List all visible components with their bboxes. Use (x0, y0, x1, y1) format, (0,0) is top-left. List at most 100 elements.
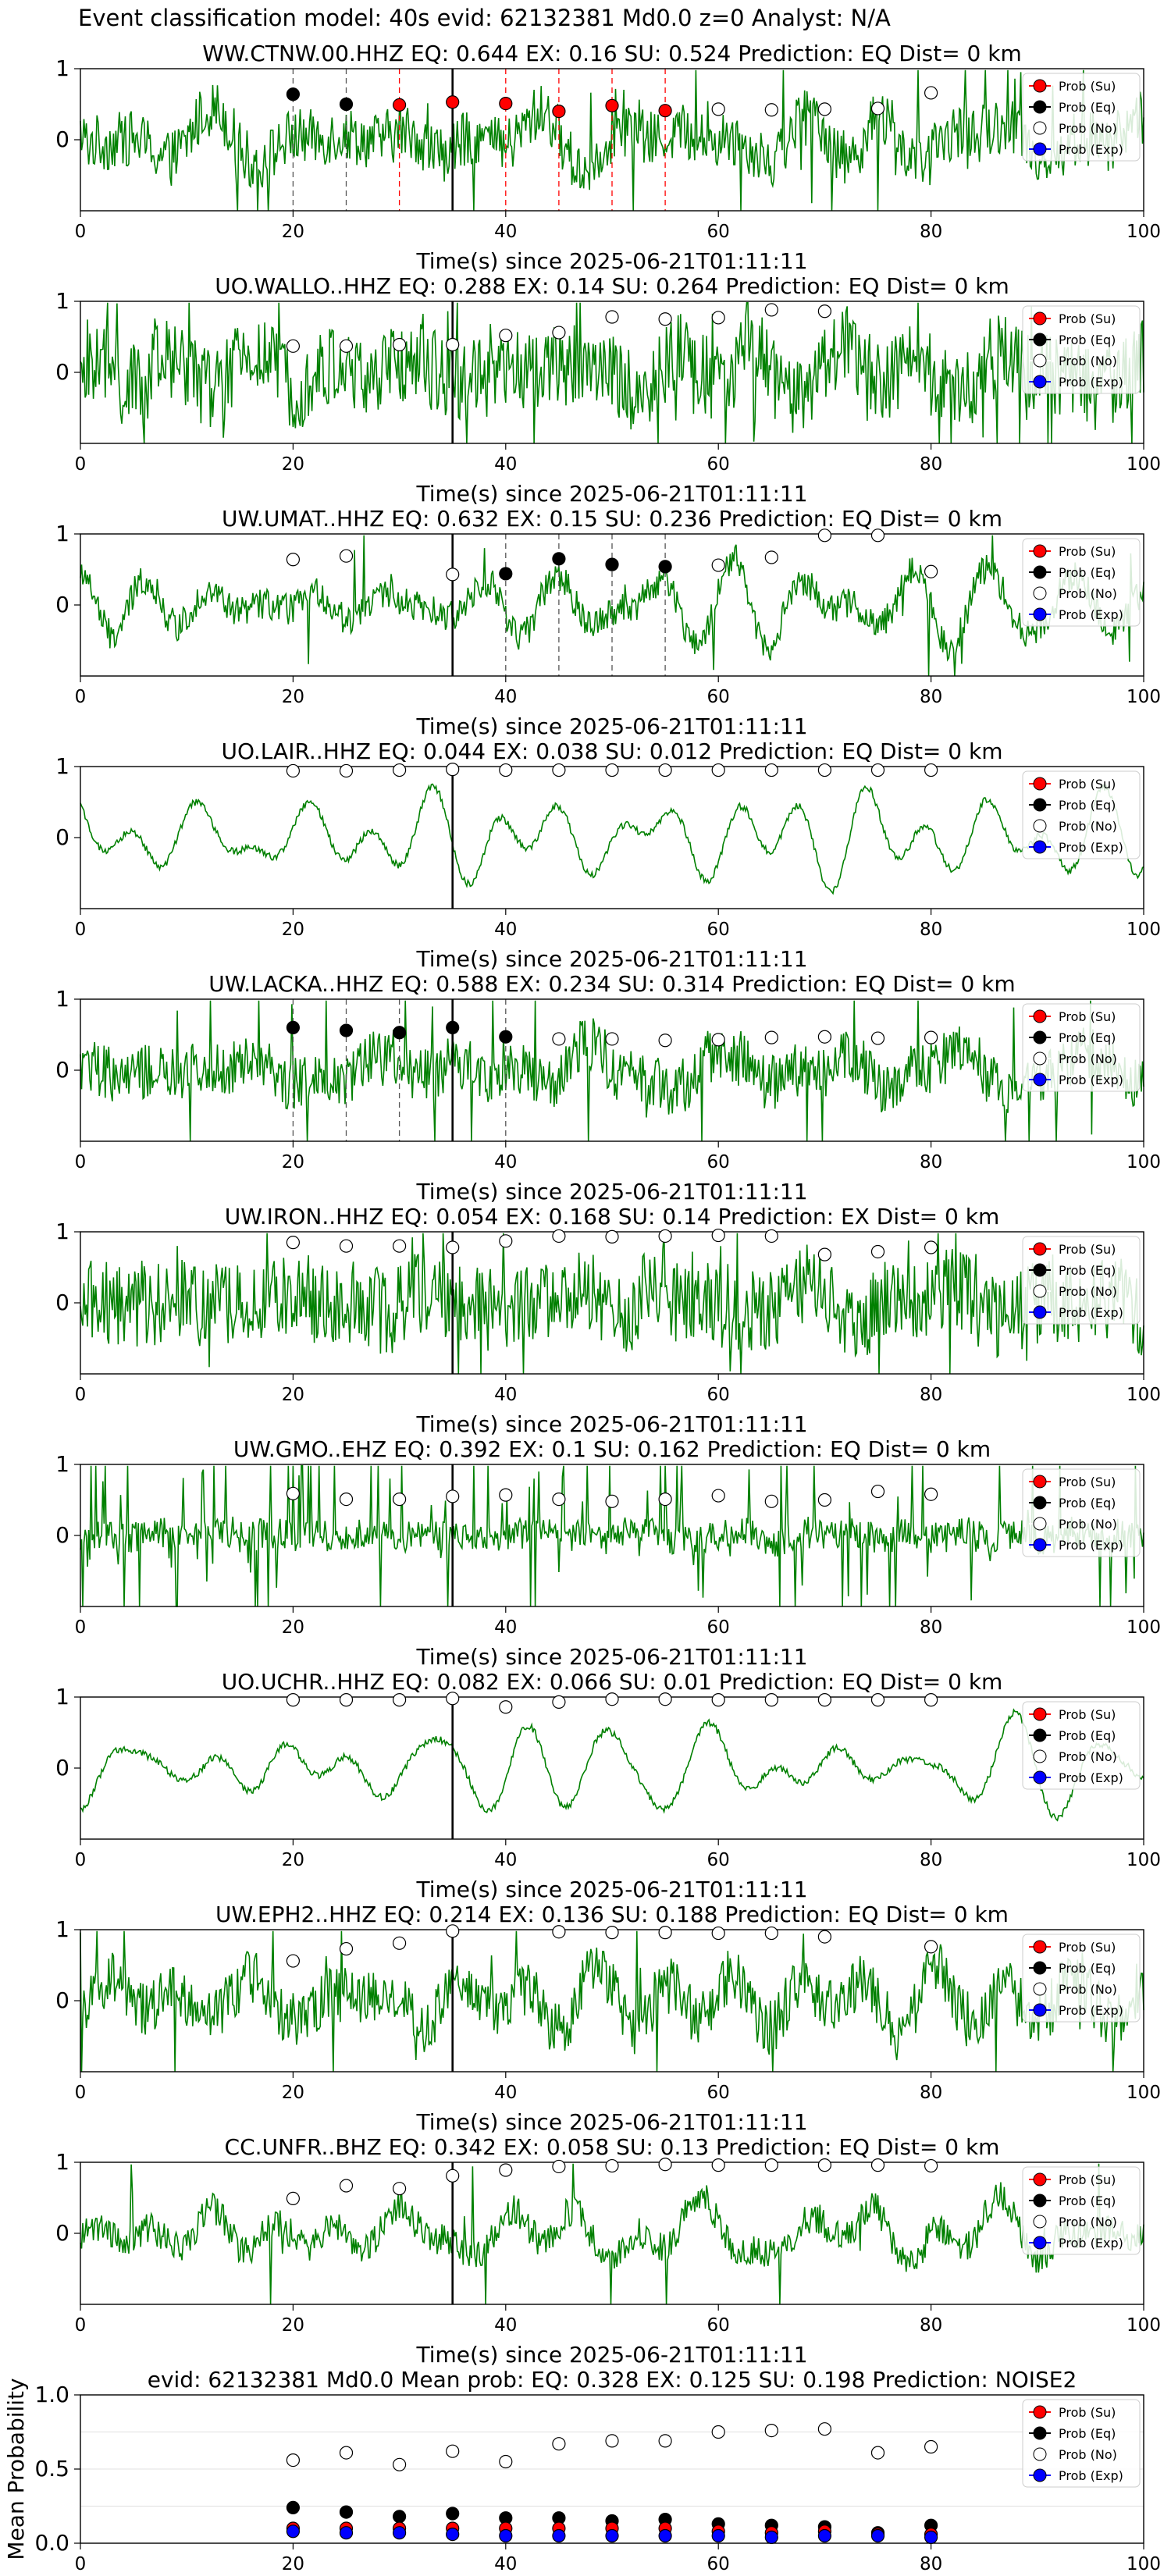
prob-point-eq (339, 1023, 354, 1037)
prob-point-su (658, 104, 672, 118)
legend-box (1022, 770, 1141, 859)
legend-marker (1033, 777, 1047, 791)
y-tick-label: 1 (55, 55, 69, 81)
x-axis-label: Time(s) since 2025-06-21T01:11:11 (415, 1644, 807, 1670)
x-tick-label: 60 (707, 1385, 730, 1405)
y-tick-label: 1 (55, 1451, 69, 1477)
prob-point-no (393, 2182, 407, 2196)
prob-point-no (924, 1940, 938, 1954)
prob-point-no (605, 1692, 619, 1706)
legend-marker (1033, 565, 1047, 579)
x-axis-label: Time(s) since 2025-06-21T01:11:11 (415, 2342, 807, 2368)
x-tick-label: 100 (1127, 2554, 1161, 2574)
subplot-9: CC.UNFR..BHZ EQ: 0.342 EX: 0.058 SU: 0.1… (55, 2134, 1161, 2368)
legend-entry: Prob (Su) (1059, 1940, 1116, 1955)
legend-entry: Prob (Su) (1059, 1707, 1116, 1722)
axes-frame (80, 2161, 1144, 2305)
prob-point-no (658, 1692, 672, 1706)
legend-entry: Prob (No) (1059, 1982, 1117, 1997)
mean-prob-point (552, 2528, 566, 2543)
legend-entry: Prob (Exp) (1059, 1073, 1123, 1087)
legend-marker (1033, 79, 1047, 93)
prob-point-no (393, 1936, 407, 1950)
subplot-2: UW.UMAT..HHZ EQ: 0.632 EX: 0.15 SU: 0.23… (55, 506, 1161, 739)
y-tick-label: 0 (55, 1290, 69, 1315)
legend-marker (1033, 100, 1047, 114)
x-tick-label: 60 (707, 454, 730, 475)
x-tick-label: 80 (920, 920, 942, 940)
x-tick-label: 100 (1127, 1385, 1161, 1405)
mean-prob-point (499, 2528, 513, 2543)
prob-point-no (286, 339, 300, 353)
x-tick-label: 40 (494, 687, 517, 707)
prob-point-no (711, 102, 725, 116)
prob-point-no (552, 1695, 566, 1709)
prob-point-no (870, 1031, 885, 1045)
legend-entry: Prob (Exp) (1059, 2003, 1123, 2018)
prob-point-no (870, 1244, 885, 1259)
legend-box (1022, 2399, 1141, 2488)
legend-marker (1033, 1707, 1047, 1721)
legend-marker (1033, 1517, 1047, 1531)
prob-point-no (499, 329, 513, 343)
x-axis-label: Time(s) since 2025-06-21T01:11:11 (415, 1877, 807, 1902)
legend-marker (1033, 333, 1047, 347)
legend-entry: Prob (Eq) (1059, 1263, 1116, 1278)
x-tick-label: 80 (920, 1385, 942, 1405)
x-tick-label: 0 (75, 920, 87, 940)
prob-point-eq (658, 560, 672, 574)
legend-marker (1033, 607, 1047, 621)
y-tick-label: 0 (55, 1057, 69, 1083)
legend-marker (1033, 1073, 1047, 1087)
mean-prob-point (817, 2422, 832, 2436)
x-tick-label: 0 (75, 454, 87, 475)
subplot-title: UO.LAIR..HHZ EQ: 0.044 EX: 0.038 SU: 0.0… (222, 738, 1003, 764)
x-tick-label: 60 (707, 2315, 730, 2336)
subplot-3: UO.LAIR..HHZ EQ: 0.044 EX: 0.038 SU: 0.0… (55, 738, 1161, 972)
x-tick-label: 0 (75, 1385, 87, 1405)
legend-marker (1033, 2003, 1047, 2017)
mean-prob-point (286, 2500, 300, 2514)
subplot-title: UW.IRON..HHZ EQ: 0.054 EX: 0.168 SU: 0.1… (225, 1204, 999, 1229)
prob-point-no (339, 1239, 354, 1253)
x-tick-label: 0 (75, 687, 87, 707)
legend-box (1022, 1934, 1141, 2023)
x-tick-label: 0 (75, 2315, 87, 2336)
legend-marker (1033, 1030, 1047, 1044)
y-tick-label: 0.5 (34, 2456, 69, 2482)
x-tick-label: 100 (1127, 920, 1161, 940)
legend-marker (1033, 2172, 1047, 2186)
legend-marker (1033, 1305, 1047, 1319)
x-tick-label: 0 (75, 1152, 87, 1172)
x-tick-label: 40 (494, 920, 517, 940)
legend-entry: Prob (Eq) (1059, 798, 1116, 813)
legend-marker (1033, 2447, 1047, 2461)
x-tick-label: 80 (920, 1152, 942, 1172)
legend-marker (1033, 2468, 1047, 2482)
legend-marker (1033, 121, 1047, 135)
prob-point-no (924, 564, 938, 578)
prob-point-no (446, 1240, 460, 1254)
prob-point-no (499, 1234, 513, 1248)
prob-point-no (764, 1926, 778, 1941)
legend-entry: Prob (Eq) (1059, 2194, 1116, 2208)
x-tick-label: 100 (1127, 1617, 1161, 1638)
x-axis-label: Time(s) since 2025-06-21T01:11:11 (415, 248, 807, 274)
prob-point-no (817, 1930, 832, 1944)
x-tick-label: 40 (494, 2315, 517, 2336)
legend-box (1022, 1236, 1141, 1325)
prob-point-no (658, 1034, 672, 1048)
legend-entry: Prob (No) (1059, 121, 1117, 136)
legend-box (1022, 73, 1141, 162)
prob-point-no (924, 86, 938, 100)
mean-prob-point (605, 2528, 619, 2543)
prob-point-no (605, 1494, 619, 1508)
waveform-trace (80, 1708, 1144, 1822)
x-tick-label: 0 (75, 2554, 87, 2574)
waveform-trace (80, 1000, 1144, 1142)
legend-marker (1033, 354, 1047, 368)
x-tick-label: 60 (707, 222, 730, 242)
legend-entry: Prob (Su) (1059, 2172, 1116, 2187)
legend-entry: Prob (Eq) (1059, 2426, 1116, 2441)
mean-prob-point (446, 2528, 460, 2542)
